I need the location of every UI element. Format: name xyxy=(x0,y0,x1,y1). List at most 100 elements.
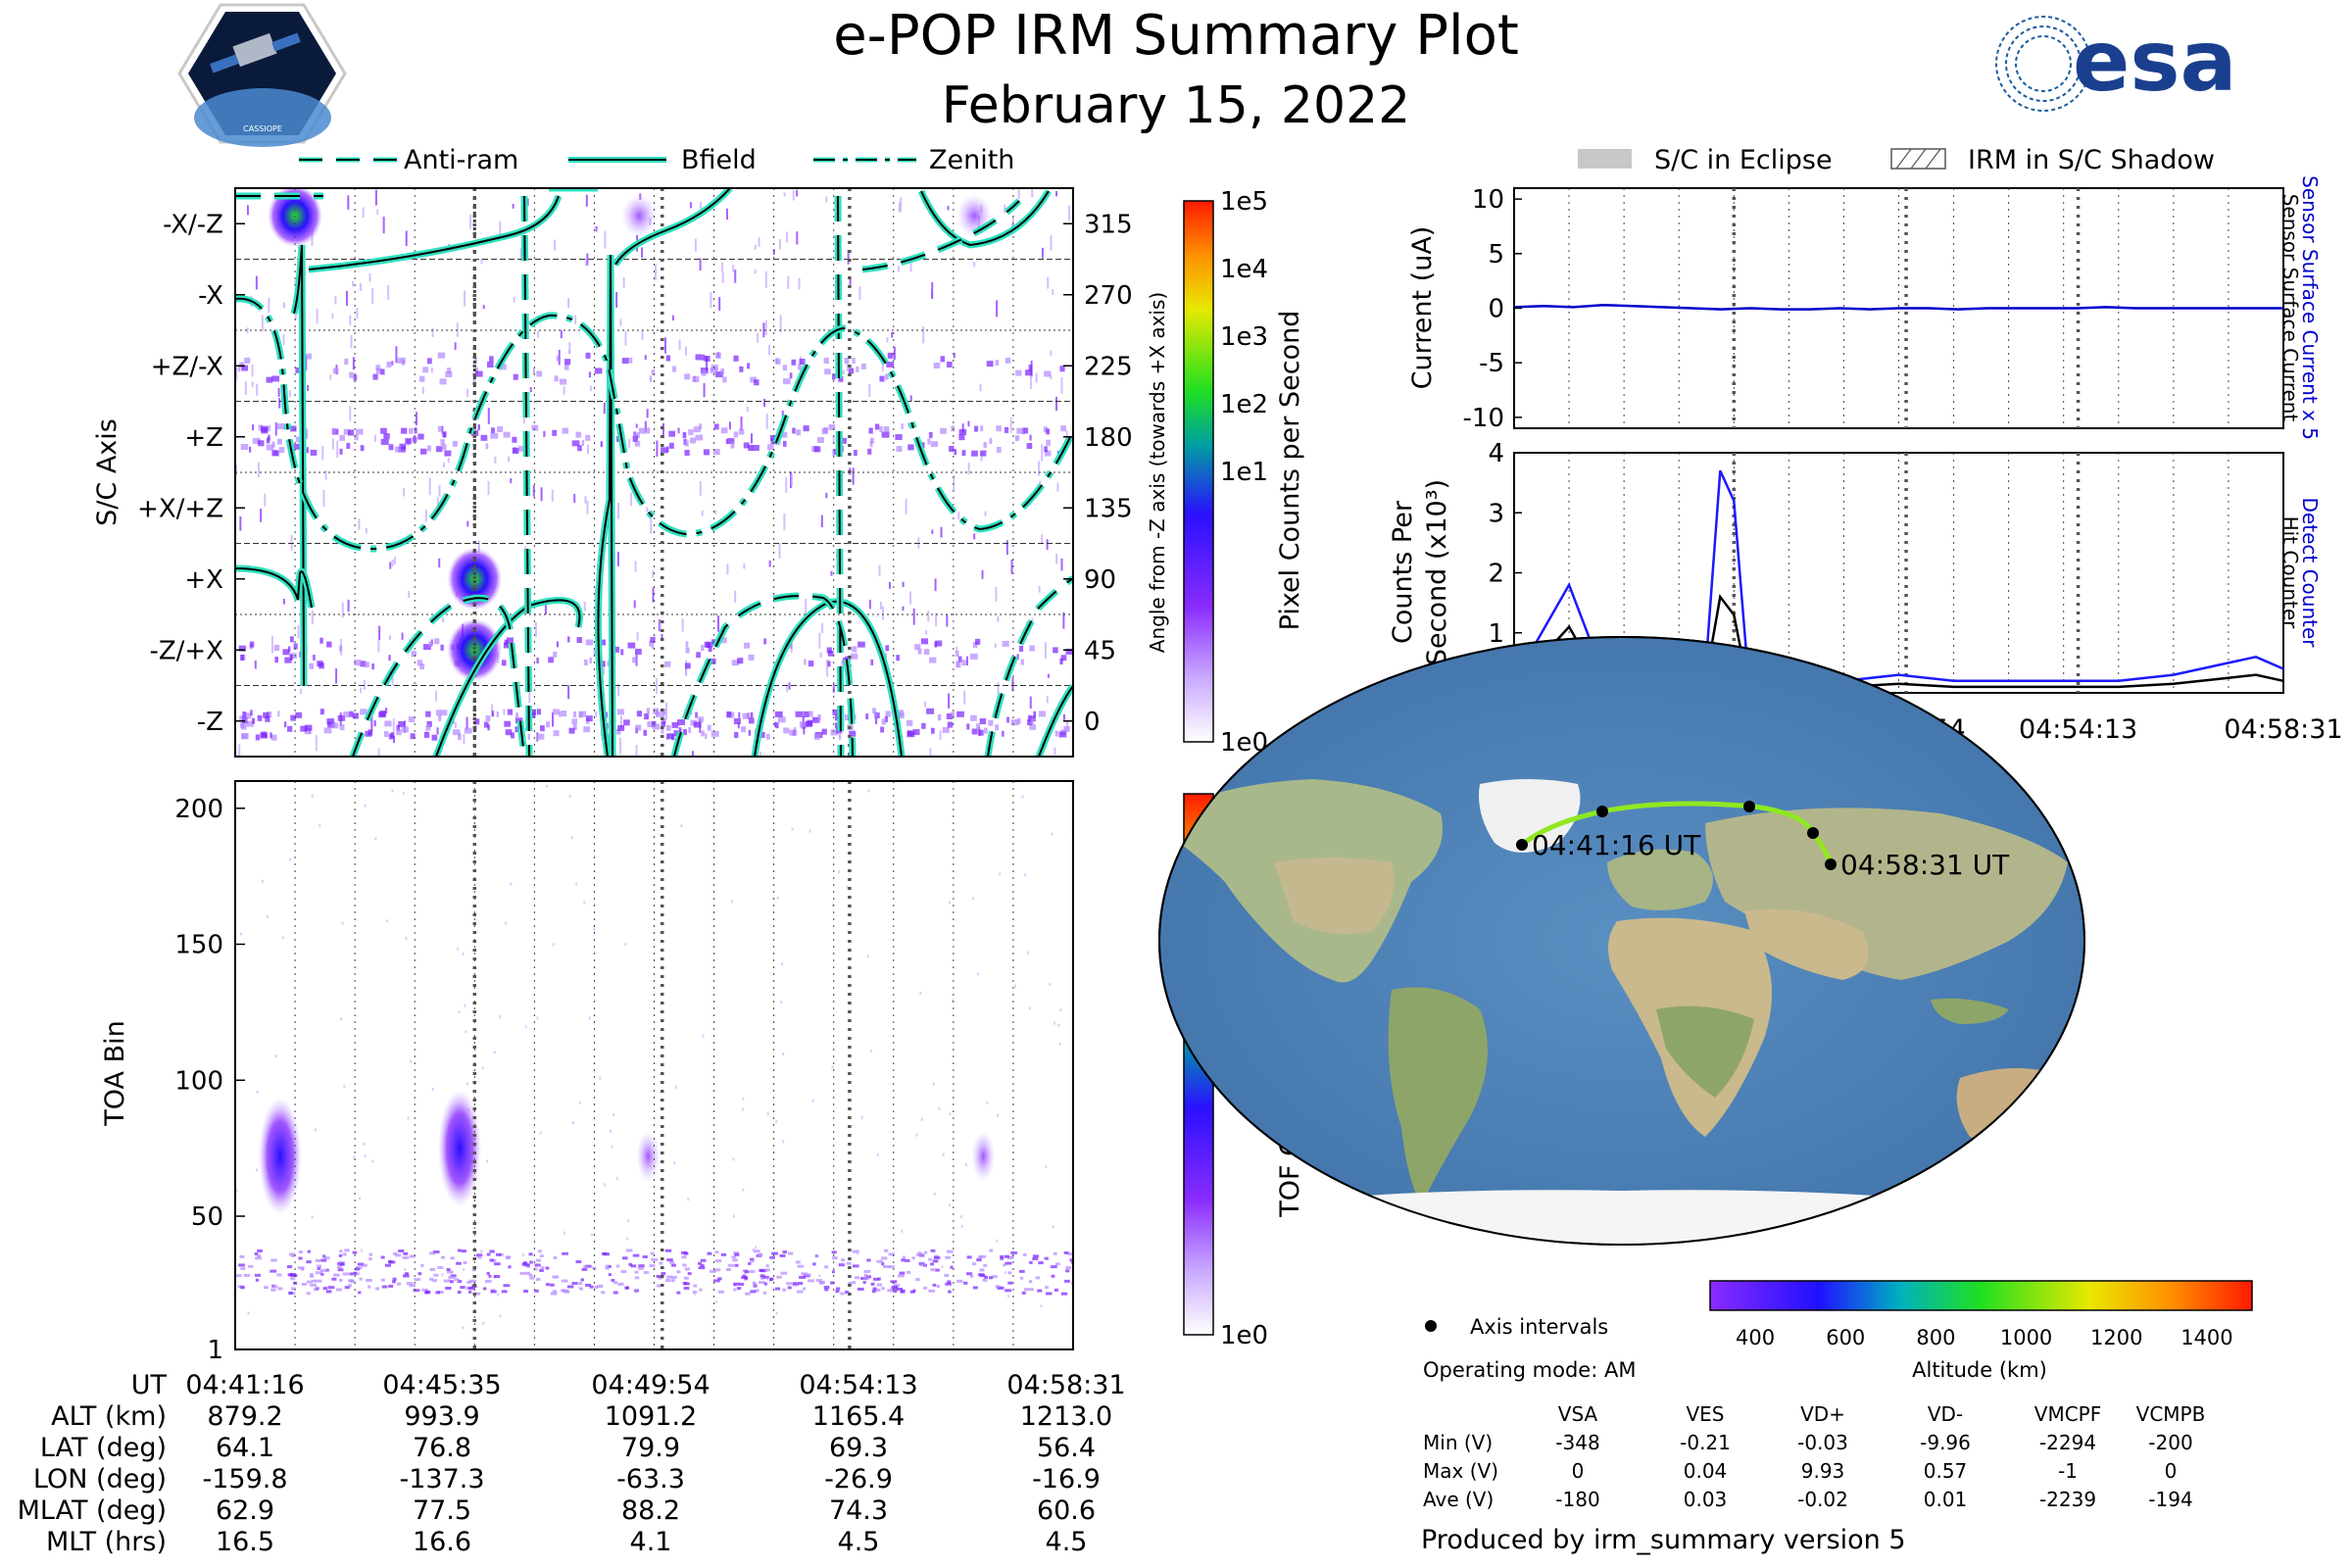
ephemeris-cell: 04:58:31 xyxy=(1006,1370,1125,1400)
counts-x-tick: 04:58:31 xyxy=(2224,714,2342,745)
current-tick: 0 xyxy=(1488,295,1504,324)
sc-axis-tick-right: 45 xyxy=(1084,636,1116,665)
current-tick: 10 xyxy=(1472,185,1504,215)
counts-tick: 1 xyxy=(1488,619,1504,649)
toa-tick: 1 xyxy=(207,1336,223,1365)
current-right-label-black: Sensor Surface Current xyxy=(2278,194,2302,422)
toa-blob xyxy=(438,1089,482,1207)
sc-axis-blob xyxy=(621,194,658,238)
colorbar-tick: 1e3 xyxy=(1220,322,1268,352)
current-right-label-blue: Sensor Surface Current x 5 xyxy=(2298,175,2322,440)
ephemeris-cell: 88.2 xyxy=(621,1495,680,1526)
sc-axis-ylabel: S/C Axis xyxy=(92,418,122,526)
ephemeris-row-label: MLT (hrs) xyxy=(46,1527,167,1557)
voltage-cell: 0.04 xyxy=(1684,1459,1728,1483)
altitude-tick: 1200 xyxy=(2090,1326,2142,1349)
legend-eclipse-label: S/C in Eclipse xyxy=(1654,145,1833,175)
ephemeris-cell: 04:45:35 xyxy=(382,1370,501,1400)
voltage-cell: 0.57 xyxy=(1924,1459,1968,1483)
voltage-cell: -0.03 xyxy=(1797,1431,1848,1454)
ephemeris-cell: 62.9 xyxy=(216,1495,274,1526)
ephemeris-row-label: UT xyxy=(131,1370,168,1400)
toa-blob xyxy=(636,1130,661,1182)
page-subtitle-date: February 15, 2022 xyxy=(942,76,1411,135)
current-series-line xyxy=(1513,303,2283,311)
ephemeris-cell: 56.4 xyxy=(1037,1433,1096,1463)
counts-x-tick: 04:54:13 xyxy=(2019,714,2137,745)
sc-axis-tick-left: +X/+Z xyxy=(137,494,223,523)
ephemeris-cell: 74.3 xyxy=(829,1495,888,1526)
ephemeris-cell: 4.1 xyxy=(630,1527,672,1557)
ephemeris-cell: 993.9 xyxy=(404,1401,479,1432)
current-panel: 10 5 0 -5 -10 Current (uA) Sensor Surface Cu… xyxy=(1407,175,2322,440)
voltage-cell: -200 xyxy=(2148,1431,2192,1454)
toa-blobs xyxy=(258,1089,996,1215)
ephemeris-cell: 69.3 xyxy=(829,1433,888,1463)
toa-blob xyxy=(971,1130,996,1182)
esa-logo: esa xyxy=(1995,13,2237,112)
current-tick: -5 xyxy=(1479,349,1504,378)
altitude-colorbar-label: Altitude (km) xyxy=(1912,1358,2047,1382)
colorbar-tick: 1e0 xyxy=(1220,1321,1268,1350)
sc-axis-tick-right: 270 xyxy=(1084,281,1133,311)
voltage-cell: -9.96 xyxy=(1920,1431,1971,1454)
colorbar-tick: 1e4 xyxy=(1220,255,1268,284)
ephemeris-cell: 76.8 xyxy=(413,1433,471,1463)
ephemeris-cell: 1091.2 xyxy=(605,1401,697,1432)
voltage-cell: -0.02 xyxy=(1797,1488,1848,1511)
altitude-tick: 1400 xyxy=(2180,1326,2232,1349)
sc-axis-tick-right: 180 xyxy=(1084,423,1133,453)
voltage-cell: 0 xyxy=(2165,1459,2178,1483)
voltage-row-label: Ave (V) xyxy=(1423,1488,1494,1511)
track-start-label: 04:41:16 UT xyxy=(1532,829,1701,861)
current-tick: -10 xyxy=(1463,404,1504,433)
voltage-cell: -194 xyxy=(2148,1488,2192,1511)
voltage-cell: -2239 xyxy=(2039,1488,2096,1511)
sc-axis-tick-right: 135 xyxy=(1084,494,1133,523)
voltage-cell: 0.01 xyxy=(1924,1488,1968,1511)
voltage-cell: -1 xyxy=(2058,1459,2078,1483)
ephemeris-cell: 16.5 xyxy=(216,1527,274,1557)
colorbar-tick: 1e1 xyxy=(1220,458,1268,487)
altitude-tick: 400 xyxy=(1736,1326,1775,1349)
sc-axis-tick-left: -Z/+X xyxy=(149,636,223,665)
sc-axis-blob xyxy=(268,188,323,248)
ephemeris-cell: -63.3 xyxy=(616,1464,685,1494)
toa-tick: 100 xyxy=(174,1066,223,1096)
current-ylabel: Current (uA) xyxy=(1407,226,1438,390)
counts-tick: 2 xyxy=(1488,560,1504,589)
ephemeris-cell: 04:41:16 xyxy=(185,1370,304,1400)
esa-logo-text: esa xyxy=(2073,13,2237,111)
voltage-col-header: VCMPB xyxy=(2136,1402,2206,1426)
sc-axis-tick-left: +Z/-X xyxy=(151,352,223,381)
current-gridlines xyxy=(1568,188,2230,428)
voltage-cell: 0 xyxy=(1572,1459,1585,1483)
ephemeris-row-label: ALT (km) xyxy=(51,1401,167,1432)
ephemeris-cell: 04:54:13 xyxy=(799,1370,917,1400)
sc-axis-tick-left: -X/-Z xyxy=(163,210,223,239)
voltage-cell: -348 xyxy=(1555,1431,1599,1454)
voltage-cell: -180 xyxy=(1555,1488,1599,1511)
altitude-tick-labels: 400 600 800 1000 1200 1400 xyxy=(1736,1326,2233,1349)
voltage-table: VSA VES VD+ VD- VMCPF VCMPB Min (V) -348 -0.21 -0… xyxy=(1423,1402,2205,1511)
sc-axis-tick-labels: -X/-Z 315 -X 270 +Z/-X 225 +Z 180 +X/+Z 135 +X 90 -Z… xyxy=(137,210,1133,737)
ephemeris-cell: 04:49:54 xyxy=(591,1370,710,1400)
legend-bfield-label: Bfield xyxy=(681,145,757,175)
ephemeris-cell: -137.3 xyxy=(399,1464,484,1494)
ephemeris-cell: -16.9 xyxy=(1032,1464,1101,1494)
footer-version: Produced by irm_summary version 5 xyxy=(1421,1525,1906,1555)
voltage-row-label: Min (V) xyxy=(1423,1431,1493,1454)
ephemeris-cell: 79.9 xyxy=(621,1433,680,1463)
colorbar-tick: 1e5 xyxy=(1220,187,1268,217)
sc-axis-tick-left: -Z xyxy=(197,708,223,737)
altitude-tick: 800 xyxy=(1916,1326,1955,1349)
counts-tick: 4 xyxy=(1488,439,1504,468)
ephemeris-cell: -159.8 xyxy=(202,1464,287,1494)
altitude-tick: 600 xyxy=(1826,1326,1865,1349)
ephemeris-cell: 879.2 xyxy=(207,1401,282,1432)
ephemeris-cell: 1165.4 xyxy=(812,1401,905,1432)
mission-badge-label: CASSIOPE xyxy=(243,124,282,133)
